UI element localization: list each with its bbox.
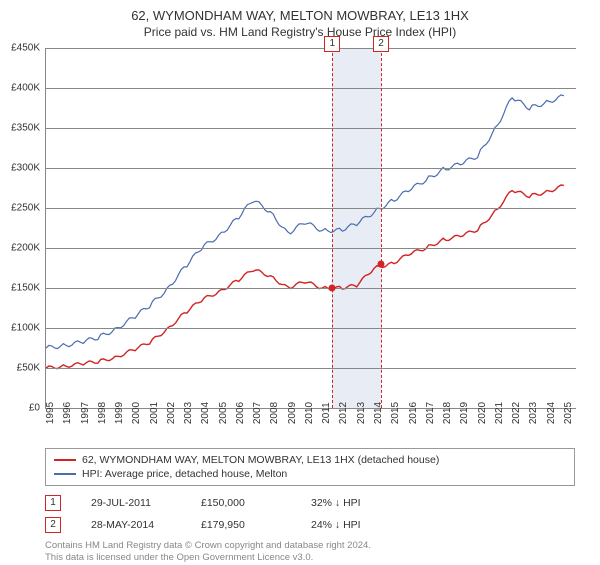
- x-tick-label: 2012: [338, 402, 349, 424]
- chart-area: 12 £0£50K£100K£150K£200K£250K£300K£350K£…: [45, 48, 575, 408]
- x-tick-label: 2008: [269, 402, 280, 424]
- legend-swatch: [54, 473, 76, 475]
- x-tick-label: 2018: [442, 402, 453, 424]
- sale-row: 1 29-JUL-2011 £150,000 32% ↓ HPI: [45, 492, 575, 514]
- x-tick-label: 1999: [114, 402, 125, 424]
- x-tick-label: 2009: [287, 402, 298, 424]
- x-tick-label: 2001: [149, 402, 160, 424]
- x-tick-label: 1998: [97, 402, 108, 424]
- x-tick-label: 1995: [45, 402, 56, 424]
- y-gridline: [46, 88, 576, 89]
- sale-price: £150,000: [201, 497, 281, 509]
- footnote-line1: Contains HM Land Registry data © Crown c…: [45, 540, 575, 552]
- y-tick-label: £300K: [11, 163, 40, 174]
- sale-marker-label: 2: [373, 36, 389, 52]
- y-gridline: [46, 328, 576, 329]
- sale-diff: 24% ↓ HPI: [311, 519, 391, 531]
- x-tick-label: 2024: [546, 402, 557, 424]
- series-line: [46, 185, 564, 369]
- x-tick-label: 2003: [183, 402, 194, 424]
- legend-label: HPI: Average price, detached house, Melt…: [82, 468, 287, 480]
- x-tick-label: 2005: [218, 402, 229, 424]
- legend-region: 62, WYMONDHAM WAY, MELTON MOWBRAY, LE13 …: [45, 448, 575, 565]
- footnote: Contains HM Land Registry data © Crown c…: [45, 540, 575, 565]
- x-tick-label: 2002: [166, 402, 177, 424]
- x-tick-label: 2016: [408, 402, 419, 424]
- x-tick-label: 2010: [304, 402, 315, 424]
- x-tick-label: 2007: [252, 402, 263, 424]
- x-tick-label: 2020: [477, 402, 488, 424]
- y-gridline: [46, 168, 576, 169]
- sale-marker-line: [381, 48, 382, 408]
- x-tick-label: 2015: [390, 402, 401, 424]
- x-tick-label: 2017: [425, 402, 436, 424]
- legend-row: 62, WYMONDHAM WAY, MELTON MOWBRAY, LE13 …: [54, 453, 566, 467]
- x-tick-label: 2000: [131, 402, 142, 424]
- sale-point: [378, 261, 385, 268]
- x-tick-label: 2022: [511, 402, 522, 424]
- y-tick-label: £100K: [11, 323, 40, 334]
- x-tick-label: 2019: [459, 402, 470, 424]
- x-tick-label: 2013: [356, 402, 367, 424]
- plot-region: 12: [45, 48, 576, 409]
- legend-swatch: [54, 459, 76, 461]
- y-gridline: [46, 128, 576, 129]
- y-gridline: [46, 48, 576, 49]
- chart-container: 62, WYMONDHAM WAY, MELTON MOWBRAY, LE13 …: [0, 0, 600, 560]
- x-tick-label: 2023: [528, 402, 539, 424]
- legend-row: HPI: Average price, detached house, Melt…: [54, 467, 566, 481]
- x-tick-label: 1997: [80, 402, 91, 424]
- sale-diff: 32% ↓ HPI: [311, 497, 391, 509]
- y-gridline: [46, 368, 576, 369]
- x-tick-label: 2011: [321, 402, 332, 424]
- y-tick-label: £200K: [11, 243, 40, 254]
- y-tick-label: £350K: [11, 123, 40, 134]
- sale-marker-line: [332, 48, 333, 408]
- y-gridline: [46, 208, 576, 209]
- sale-date: 29-JUL-2011: [91, 497, 171, 509]
- y-tick-label: £250K: [11, 203, 40, 214]
- y-tick-label: £0: [29, 403, 40, 414]
- x-tick-label: 2025: [563, 402, 574, 424]
- sale-row: 2 28-MAY-2014 £179,950 24% ↓ HPI: [45, 514, 575, 536]
- y-tick-label: £150K: [11, 283, 40, 294]
- x-tick-label: 2006: [235, 402, 246, 424]
- x-tick-label: 2021: [494, 402, 505, 424]
- sale-price: £179,950: [201, 519, 281, 531]
- sale-row-marker: 2: [45, 517, 61, 533]
- x-tick-label: 2004: [200, 402, 211, 424]
- sale-point: [329, 285, 336, 292]
- chart-title: 62, WYMONDHAM WAY, MELTON MOWBRAY, LE13 …: [0, 0, 600, 25]
- sale-date: 28-MAY-2014: [91, 519, 171, 531]
- y-gridline: [46, 248, 576, 249]
- y-tick-label: £50K: [17, 363, 40, 374]
- y-gridline: [46, 288, 576, 289]
- chart-lines: [46, 48, 576, 408]
- sale-row-marker: 1: [45, 495, 61, 511]
- footnote-line2: This data is licensed under the Open Gov…: [45, 552, 575, 564]
- y-tick-label: £400K: [11, 83, 40, 94]
- legend-label: 62, WYMONDHAM WAY, MELTON MOWBRAY, LE13 …: [82, 454, 439, 466]
- legend-box: 62, WYMONDHAM WAY, MELTON MOWBRAY, LE13 …: [45, 448, 575, 486]
- x-tick-label: 2014: [373, 402, 384, 424]
- x-tick-label: 1996: [62, 402, 73, 424]
- chart-subtitle: Price paid vs. HM Land Registry's House …: [0, 25, 600, 43]
- y-tick-label: £450K: [11, 43, 40, 54]
- sales-table: 1 29-JUL-2011 £150,000 32% ↓ HPI 2 28-MAY-201…: [45, 492, 575, 536]
- sale-marker-label: 1: [324, 36, 340, 52]
